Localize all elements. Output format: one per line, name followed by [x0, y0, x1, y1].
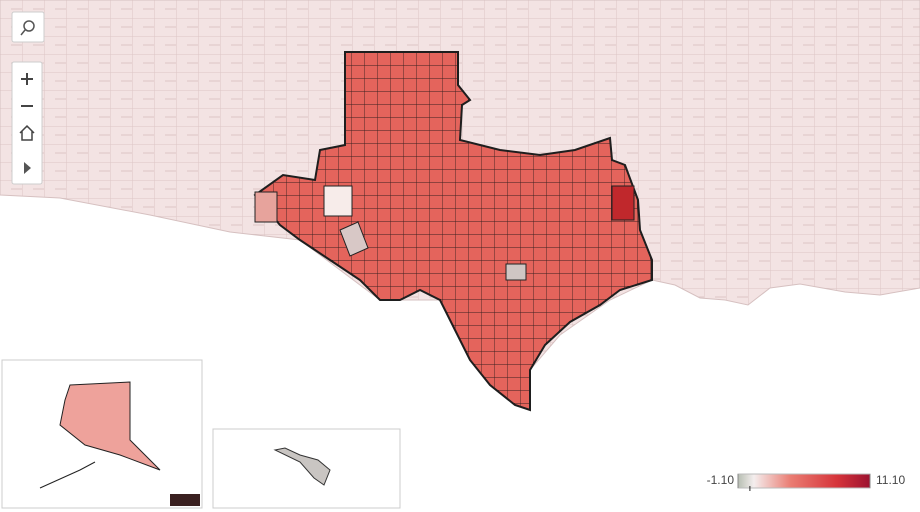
search-icon [23, 20, 35, 32]
alaska-panhandle [170, 494, 200, 506]
county-dark [611, 185, 635, 221]
zoom-toolbar [11, 61, 43, 185]
search-button[interactable] [11, 11, 45, 43]
alaska [59, 381, 161, 471]
color-scale [737, 473, 871, 489]
county-light [505, 263, 527, 281]
hawaii [273, 447, 331, 486]
legend-max: 11.10 [876, 473, 905, 487]
home[interactable] [19, 124, 35, 141]
county-light [323, 185, 353, 217]
search-icon [20, 29, 26, 36]
aleutians [39, 461, 96, 489]
legend-min: -1.10 [707, 473, 735, 487]
county-light [254, 191, 278, 223]
texas [253, 51, 653, 412]
zoom-in[interactable] [21, 73, 33, 85]
county-light [339, 221, 369, 257]
play[interactable] [24, 162, 31, 174]
